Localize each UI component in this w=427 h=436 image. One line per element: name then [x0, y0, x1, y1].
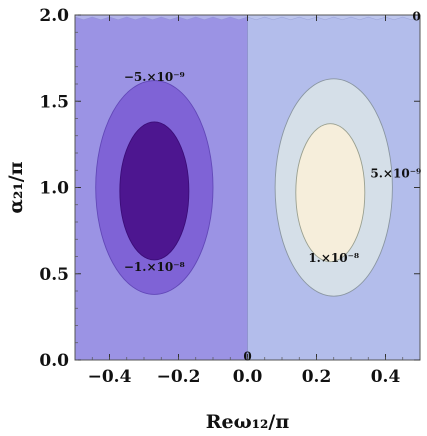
y-tick-label: 2.0 — [39, 6, 69, 26]
contour-annotation: 5.×10⁻⁹ — [370, 167, 421, 181]
y-tick-label: 1.0 — [39, 179, 69, 199]
contour-annotation: −1.×10⁻⁸ — [124, 260, 185, 274]
y-tick-label: 0.0 — [39, 351, 69, 371]
contour-annotation: 1.×10⁻⁸ — [308, 251, 359, 265]
x-tick-label: −0.4 — [88, 367, 132, 387]
plot-area — [75, 15, 420, 360]
contour-labels: −5.×10⁻⁹ −1.×10⁻⁸ 5.×10⁻⁹ 1.×10⁻⁸ 0 0 — [124, 10, 421, 364]
contour-annotation: 0 — [243, 350, 251, 364]
contour-region — [119, 121, 190, 261]
x-tick-label: −0.2 — [157, 367, 201, 387]
y-tick-label: 0.5 — [39, 265, 69, 285]
x-tick-label: 0.4 — [371, 367, 401, 387]
axis-ticks: −0.4 −0.2 0.0 0.2 0.4 0.0 0.5 1.0 1.5 2.0 — [39, 6, 421, 387]
x-tick-label: 0.0 — [233, 367, 263, 387]
x-tick-label: 0.2 — [302, 367, 332, 387]
x-axis-label: Reω₁₂/π — [206, 411, 290, 433]
contour-region — [295, 123, 366, 263]
contour-annotation: 0 — [412, 10, 420, 24]
y-tick-label: 1.5 — [39, 92, 69, 112]
y-axis-label: α₂₁/π — [5, 161, 27, 213]
contour-annotation: −5.×10⁻⁹ — [124, 70, 185, 84]
top-boundary-band — [75, 15, 420, 21]
